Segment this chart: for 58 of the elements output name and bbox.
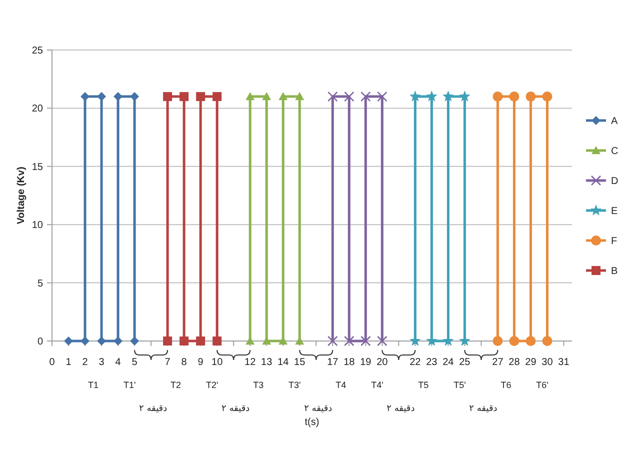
x-tick-label: 8 <box>181 357 188 368</box>
x-tick-label: 23 <box>426 357 438 368</box>
legend-label: B <box>611 266 618 277</box>
x-tick-label: 24 <box>442 357 454 368</box>
y-tick-label: 25 <box>32 46 44 56</box>
x-tick-label: 31 <box>558 357 570 368</box>
legend-label: E <box>611 206 618 217</box>
legend-label: C <box>611 146 618 157</box>
text: T3' <box>288 380 302 390</box>
x-tick-label: 1 <box>66 357 72 368</box>
y-tick-label: 0 <box>37 336 44 348</box>
text: T6 <box>500 380 512 390</box>
x-tick-label: 5 <box>132 357 138 368</box>
x-axis-title: t(s) <box>304 417 320 428</box>
text: T2 <box>170 380 182 390</box>
text: T1' <box>123 380 136 390</box>
x-tick-label: 17 <box>327 357 339 368</box>
x-tick-label: 12 <box>244 357 256 368</box>
x-tick-label: 29 <box>525 357 537 368</box>
text: دقیقه ۲ <box>222 404 250 414</box>
x-tick-label: 10 <box>212 357 224 368</box>
text: T4 <box>336 380 346 390</box>
y-axis-title: Voltage (Kv) <box>16 166 27 224</box>
x-tick-label: 18 <box>344 357 356 368</box>
x-tick-label: 15 <box>294 357 306 368</box>
y-tick-label: 5 <box>37 278 44 290</box>
x-tick-label: 4 <box>115 357 122 368</box>
y-tick-label: 10 <box>32 220 44 232</box>
y-tick-label: 20 <box>32 104 44 115</box>
text: دقیقه ۲ <box>304 404 332 414</box>
x-tick-label: 3 <box>98 357 105 368</box>
x-tick-label: 19 <box>360 357 372 368</box>
text: دقیقه ۲ <box>469 404 498 414</box>
x-tick-label: 9 <box>198 357 204 368</box>
legend-label: A <box>611 116 618 127</box>
x-tick-label: 20 <box>376 357 388 368</box>
text: T5' <box>454 380 466 390</box>
text: T6' <box>536 380 549 390</box>
x-tick-label: 25 <box>459 357 471 368</box>
x-tick-label: 13 <box>261 357 273 368</box>
text: T3 <box>253 380 264 390</box>
text: T5 <box>418 380 429 390</box>
legend-label: D <box>611 176 618 187</box>
text: T2' <box>206 380 219 390</box>
legend-label: F <box>611 236 618 247</box>
y-tick-label: 15 <box>32 162 44 173</box>
x-tick-label: 22 <box>410 357 422 368</box>
x-tick-label: 27 <box>492 357 504 368</box>
text: T4' <box>371 380 384 390</box>
x-tick-label: 30 <box>542 357 554 368</box>
x-tick-label: 7 <box>164 357 171 368</box>
x-tick-label: 2 <box>82 357 88 368</box>
x-tick-label: 28 <box>508 357 520 368</box>
x-tick-label: 14 <box>278 357 290 368</box>
text: T1 <box>88 380 99 390</box>
text: دقیقه ۲ <box>138 404 168 414</box>
x-tick-label: 0 <box>49 357 56 368</box>
text: دقیقه ۲ <box>386 404 415 414</box>
